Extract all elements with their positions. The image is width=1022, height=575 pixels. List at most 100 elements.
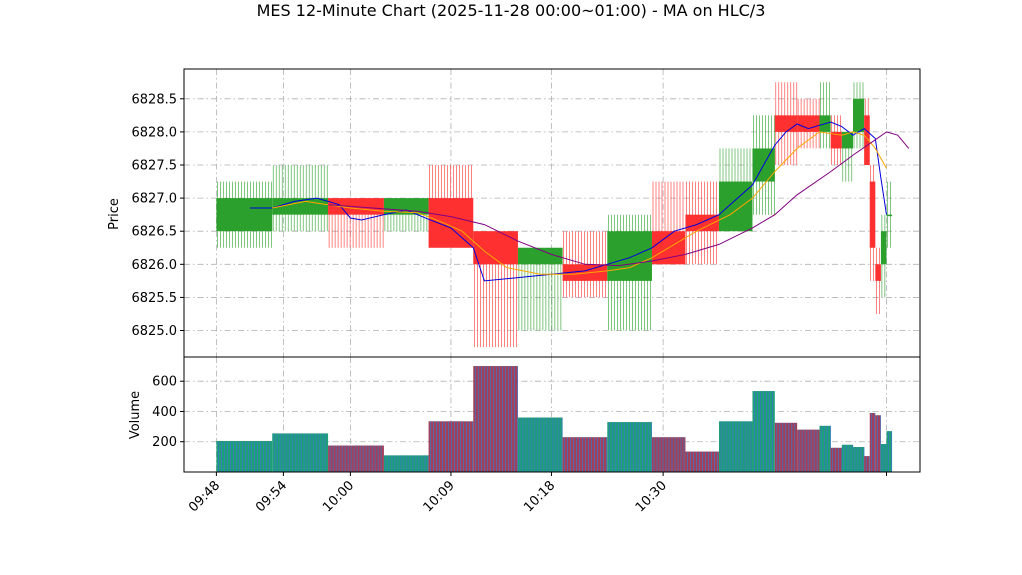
volume-bar-hatch [385,455,429,472]
ma_fast-line [249,121,887,282]
price-tick-label: 6828.5 [132,92,178,107]
volume-bar [880,444,887,472]
volume-bar-fill [886,431,893,472]
volume-bar-hatch [882,444,887,472]
candle [607,214,652,331]
volume-bar-fill [875,415,881,472]
volume-bar-hatch [273,433,326,472]
volume-bar [752,391,775,472]
price-tick-label: 6825.0 [132,324,178,339]
volume-bar-hatch [608,422,652,472]
volume-bar [774,422,798,472]
volume-bar-fill [852,447,865,472]
candle [830,115,842,165]
volume-bar [875,415,881,472]
volume-bar-fill [869,412,876,472]
candle [517,247,563,331]
volume-bar-hatch [564,437,607,472]
volume-bar [607,422,652,472]
volume-bar [428,421,474,472]
ma_mid-line [272,131,887,275]
volume-bar [562,437,608,472]
candle-wick [820,82,830,149]
volume-bar-hatch [430,421,473,472]
volume-panel: 200 400 600 Volume [128,356,921,473]
volume-bar-hatch [720,421,752,472]
volume-bar-fill [841,444,853,472]
volume-bar [517,417,563,472]
candle [886,181,893,248]
volume-bar-hatch [871,413,876,472]
price-tick-label: 6826.5 [132,225,178,240]
price-tick-label: 6825.5 [132,291,178,306]
x-tick-label: 10:00 [320,478,357,515]
volume-bar [819,425,831,472]
volume-bar [869,412,876,472]
candle-body [797,115,820,132]
volume-bar-hatch [888,431,892,472]
price-tick-label: 6828.0 [132,125,178,140]
candle-wick [842,131,853,182]
volume-axis-label: Volume [128,391,143,439]
candle-body [383,198,429,215]
candle-body [830,131,842,149]
candle [651,181,686,265]
volume-bar-hatch [653,437,685,472]
volume-bar [841,444,854,472]
volume-bar-fill [216,440,273,472]
volume-bar-hatch [329,445,382,472]
volume-bar [864,456,870,472]
candle [819,82,831,149]
volume-tick-label: 600 [152,375,177,390]
volume-bar-hatch [865,456,870,472]
volume-bar-hatch [218,441,270,472]
candle-body [886,214,893,217]
candle [875,247,881,314]
volume-bar-fill [473,366,518,472]
x-tick-label: 10:18 [521,478,558,515]
candle-body [216,198,273,232]
price-tick-label: 6827.0 [132,192,178,207]
volume-bar-fill [428,421,474,472]
candle-body [875,264,881,281]
candle [383,198,429,232]
volume-bar-fill [819,425,831,472]
volume-tick-label: 200 [152,435,177,450]
volume-bar-hatch [854,447,865,472]
candle-body [607,231,652,281]
price-panel: 6825.0 6825.5 6826.0 6826.5 6827.0 6827.5 6828… [107,68,921,358]
volume-bar-hatch [776,422,796,472]
volume-bar-hatch [821,425,831,472]
candle-body [428,198,474,248]
candle-body [562,264,608,281]
volume-frame [183,356,921,473]
candle [428,165,474,248]
volume-bar [272,433,329,472]
volume-bar [718,421,753,472]
volume-bar-fill [562,437,608,472]
volume-bar-fill [607,422,652,472]
volume-bar-hatch [798,429,818,472]
x-tick-label: 09:54 [253,478,290,515]
volume-bar [216,440,273,472]
candle [562,231,608,298]
price-tick-label: 6827.5 [132,159,178,174]
volume-bar-fill [880,444,887,472]
volume-bar [383,455,429,472]
volume-bar-hatch [687,451,718,472]
volume-bar-fill [830,447,842,472]
volume-bar-hatch [876,415,881,472]
volume-bar-hatch [754,391,773,472]
candle [852,82,865,149]
candle [869,165,876,281]
x-tick-label: 09:48 [186,478,223,515]
price-axis-label: Price [107,198,122,230]
candle-body [517,247,563,265]
candle [216,181,273,248]
candle [473,231,518,348]
candle [797,98,820,149]
ma_slow-line [328,131,910,267]
volume-bar-hatch [832,447,843,472]
x-axis: 09:48 09:54 10:00 10:09 10:18 10:30 [186,472,887,515]
